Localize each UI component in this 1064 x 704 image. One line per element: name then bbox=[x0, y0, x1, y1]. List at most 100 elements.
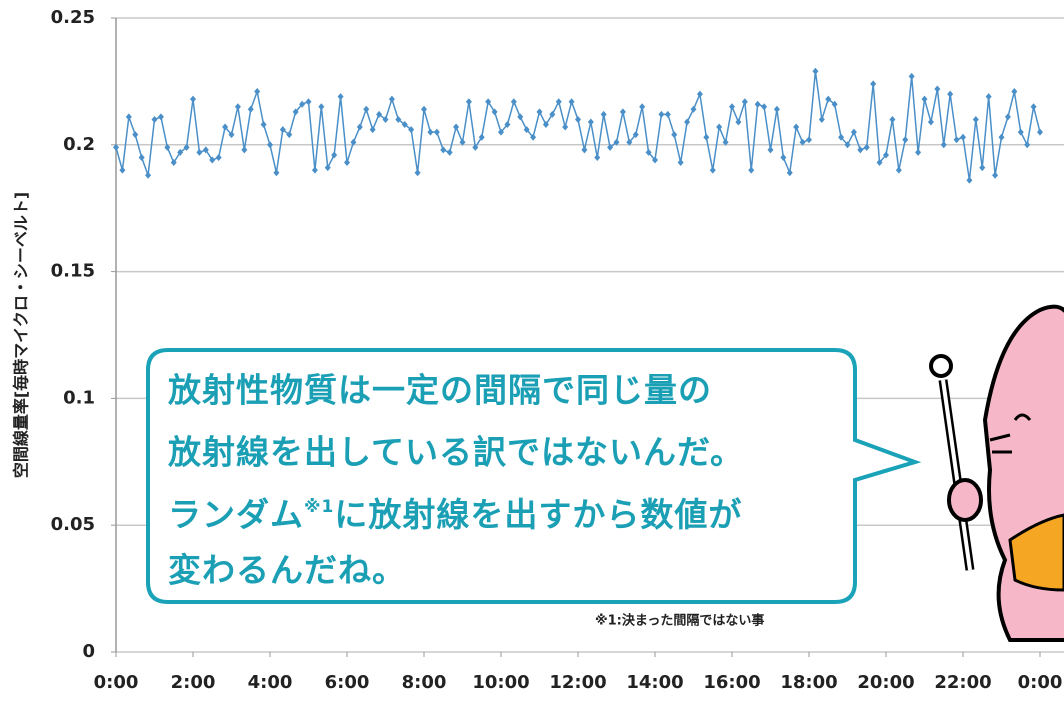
data-point bbox=[363, 106, 369, 113]
data-point bbox=[261, 121, 267, 128]
data-point bbox=[729, 103, 735, 110]
data-point bbox=[806, 136, 812, 143]
data-point bbox=[569, 98, 575, 105]
data-point bbox=[466, 98, 472, 105]
data-point bbox=[1024, 141, 1030, 148]
data-point bbox=[556, 98, 562, 105]
data-point bbox=[684, 118, 690, 125]
data-point bbox=[710, 167, 716, 174]
data-point bbox=[511, 98, 517, 105]
character bbox=[931, 307, 1064, 640]
bubble-text: 変わるんだね。 bbox=[168, 551, 406, 590]
data-point bbox=[620, 108, 626, 115]
data-point bbox=[434, 129, 440, 136]
data-point bbox=[196, 149, 202, 156]
data-point bbox=[928, 118, 934, 125]
data-point bbox=[922, 96, 928, 103]
bubble-text: ランダム※1に放射線を出すから数値が bbox=[168, 495, 742, 534]
data-point bbox=[427, 129, 433, 136]
data-point bbox=[909, 73, 915, 80]
x-tick-label: 8:00 bbox=[402, 672, 447, 693]
data-point bbox=[1018, 129, 1024, 136]
x-tick-label: 10:00 bbox=[472, 672, 529, 693]
data-point bbox=[158, 113, 164, 120]
data-point bbox=[934, 86, 940, 93]
footnote-ref: ※1 bbox=[304, 497, 334, 517]
data-point bbox=[787, 169, 793, 176]
x-tick-label: 20:00 bbox=[857, 672, 914, 693]
data-point bbox=[780, 154, 786, 161]
data-point bbox=[986, 93, 992, 100]
data-point bbox=[344, 159, 350, 166]
y-tick-label: 0 bbox=[82, 641, 95, 662]
chart: 空間線量率[毎時マイクロ・シーベルト] 00.050.10.150.20.250… bbox=[0, 0, 1064, 700]
data-point bbox=[132, 131, 138, 138]
data-point bbox=[915, 149, 921, 156]
x-tick-label: 18:00 bbox=[780, 672, 837, 693]
bubble-text: 放射性物質は一定の間隔で同じ量の bbox=[168, 371, 712, 410]
data-point bbox=[575, 116, 581, 123]
data-point bbox=[273, 169, 279, 176]
data-point bbox=[774, 106, 780, 113]
data-point bbox=[889, 116, 895, 123]
footnote: ※1:決まった間隔ではない事 bbox=[595, 613, 764, 629]
data-point bbox=[312, 167, 318, 174]
data-point bbox=[761, 103, 767, 110]
data-point bbox=[671, 131, 677, 138]
data-point bbox=[447, 149, 453, 156]
data-point bbox=[453, 124, 459, 131]
data-point bbox=[665, 111, 671, 118]
data-point bbox=[537, 108, 543, 115]
data-point bbox=[639, 103, 645, 110]
data-point bbox=[851, 129, 857, 136]
data-point bbox=[979, 164, 985, 171]
data-point bbox=[389, 96, 395, 103]
data-point bbox=[216, 154, 222, 161]
data-point bbox=[581, 146, 587, 153]
data-point bbox=[703, 134, 709, 141]
data-point bbox=[992, 172, 998, 179]
data-point bbox=[248, 106, 254, 113]
data-point bbox=[331, 151, 337, 158]
data-point bbox=[735, 118, 741, 125]
data-point bbox=[941, 141, 947, 148]
data-point bbox=[768, 146, 774, 153]
y-tick-label: 0.05 bbox=[51, 514, 95, 535]
x-tick-label: 22:00 bbox=[934, 672, 991, 693]
x-tick-label: 0:00 bbox=[94, 672, 139, 693]
data-point bbox=[145, 172, 151, 179]
data-point bbox=[870, 80, 876, 87]
data-point bbox=[812, 68, 818, 75]
data-line bbox=[116, 71, 1040, 180]
bubble-text: ランダム bbox=[168, 495, 304, 534]
data-point bbox=[716, 124, 722, 131]
data-point bbox=[370, 126, 376, 133]
data-point bbox=[999, 134, 1005, 141]
data-point bbox=[678, 159, 684, 166]
bubble-text: に放射線を出すから数値が bbox=[334, 495, 742, 534]
data-point bbox=[235, 103, 241, 110]
data-point bbox=[139, 154, 145, 161]
data-point bbox=[658, 111, 664, 118]
data-point bbox=[1031, 103, 1037, 110]
data-point bbox=[562, 124, 568, 131]
data-point bbox=[338, 93, 344, 100]
data-point bbox=[126, 113, 132, 120]
data-point bbox=[588, 118, 594, 125]
data-point bbox=[819, 116, 825, 123]
data-point bbox=[152, 116, 158, 123]
data-point bbox=[947, 91, 953, 98]
data-point bbox=[755, 101, 761, 108]
y-tick-label: 0.1 bbox=[63, 387, 95, 408]
bubble-text: 放射線を出している訳ではないんだ。 bbox=[168, 433, 744, 472]
data-point bbox=[517, 113, 523, 120]
x-tick-label: 4:00 bbox=[248, 672, 293, 693]
data-point bbox=[697, 91, 703, 98]
x-tick-label: 16:00 bbox=[703, 672, 760, 693]
x-tick-label: 6:00 bbox=[325, 672, 370, 693]
x-tick-label: 2:00 bbox=[171, 672, 216, 693]
data-point bbox=[742, 98, 748, 105]
data-point bbox=[857, 146, 863, 153]
data-point bbox=[421, 106, 427, 113]
y-axis-label: 空間線量率[毎時マイクロ・シーベルト] bbox=[12, 192, 31, 478]
